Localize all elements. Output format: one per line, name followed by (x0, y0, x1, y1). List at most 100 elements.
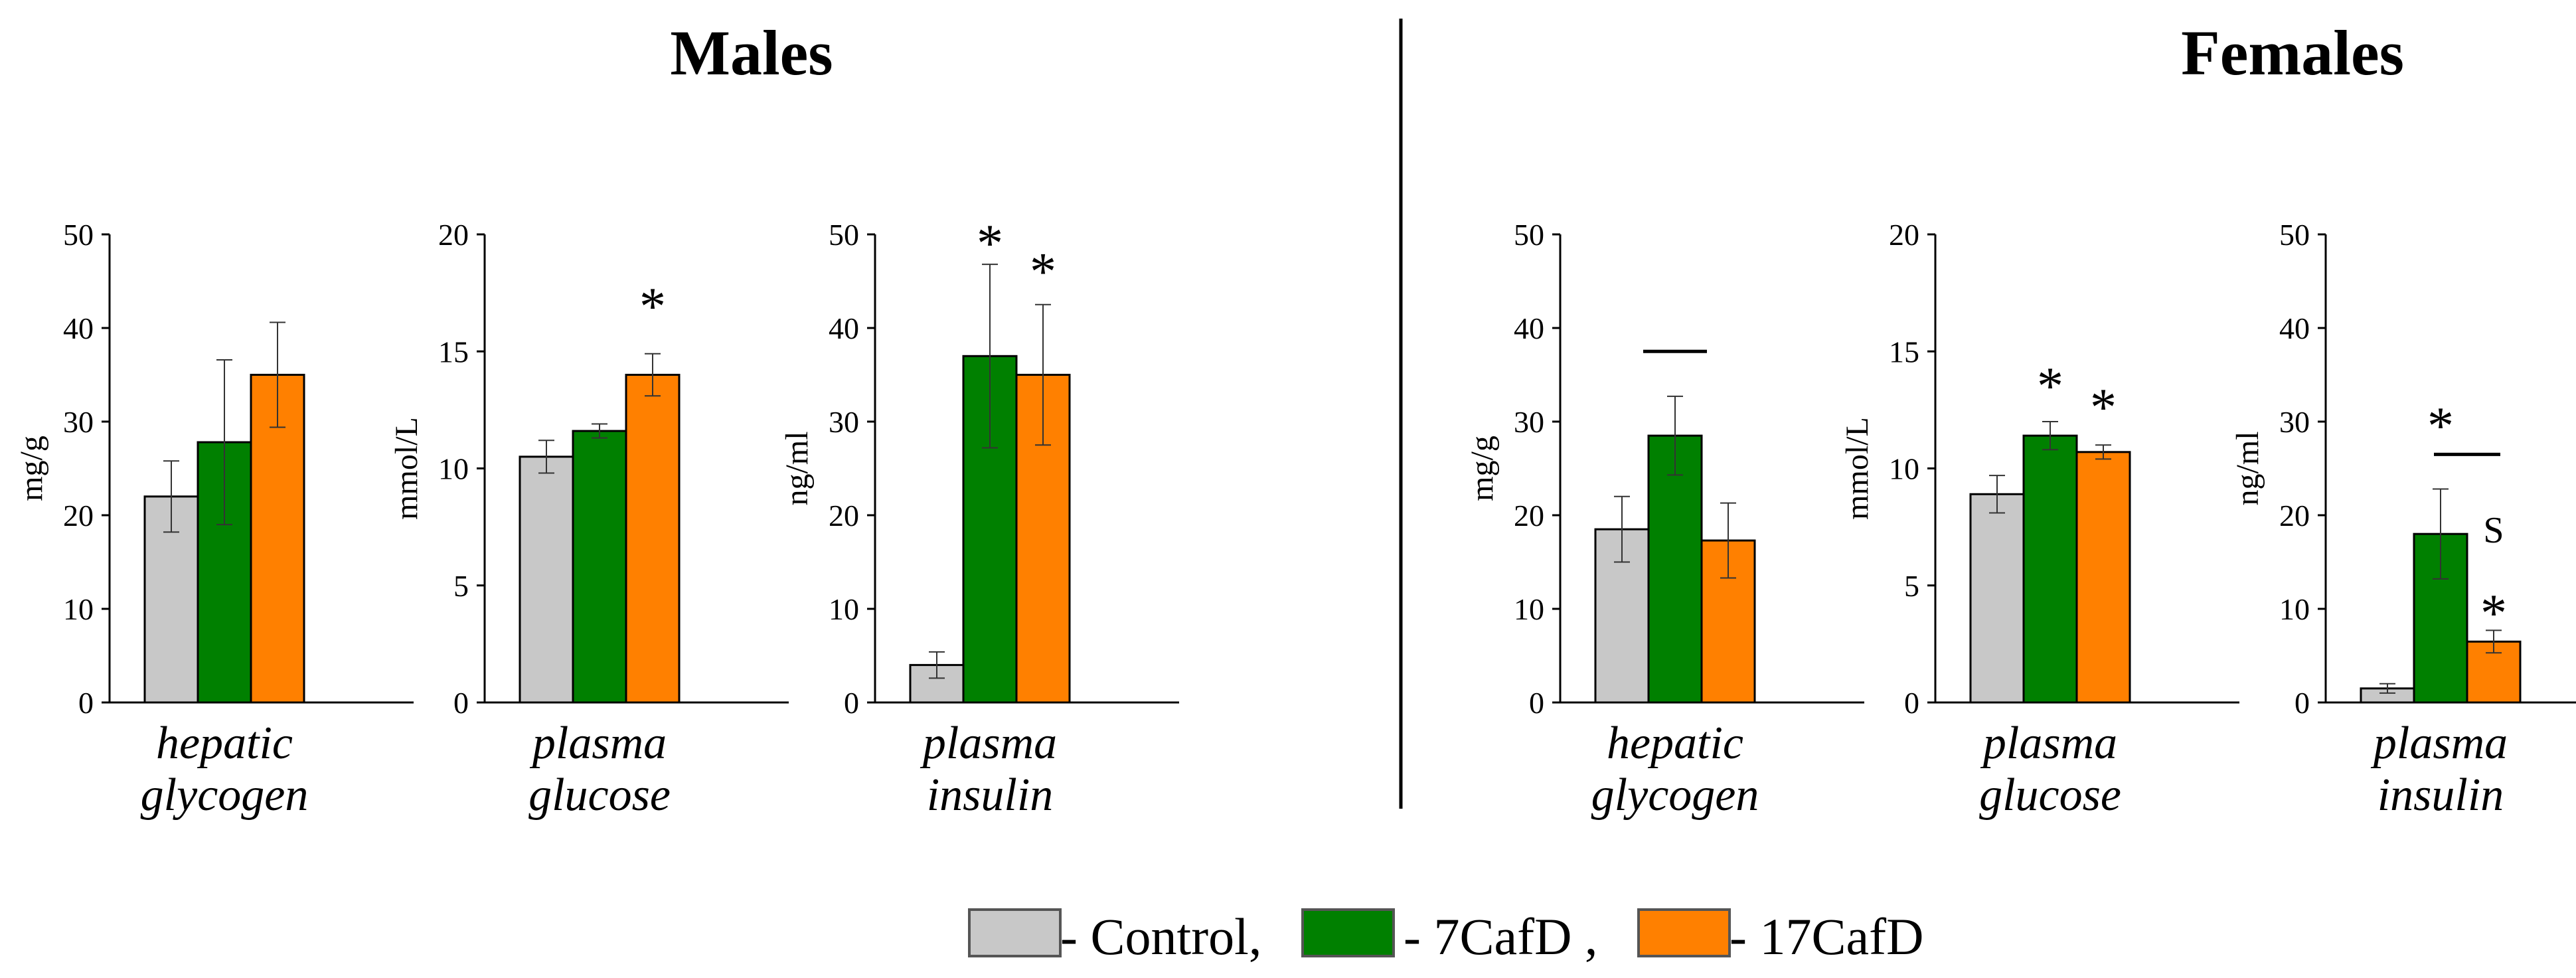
females-plasma-glucose-errorbar-17cafd (2095, 444, 2111, 460)
females-plasma-insulin-tick-label-50: 50 (2279, 218, 2310, 252)
males-plasma-insulin-errorbar-7cafd (982, 264, 998, 449)
males-hepatic-glycogen-tick-label-10: 10 (63, 592, 94, 626)
females-plasma-insulin-errorbar-7cafd (2433, 488, 2449, 580)
females-plasma-insulin-xlabel-line-1: plasma (2370, 718, 2508, 769)
males-plasma-glucose-bar-7cafd (572, 430, 627, 704)
males-plasma-glucose-ylabel: mmol/L (389, 417, 424, 520)
males-hepatic-glycogen-errorbar-7cafd (216, 359, 232, 526)
males-plasma-insulin-tick-label-30: 30 (829, 405, 859, 439)
females-plasma-glucose-xlabel-line-1: plasma (1980, 718, 2117, 769)
charts-area: 01020304050mg/ghepaticglycogen05101520mm… (14, 214, 2576, 821)
males-hepatic-glycogen-errorbar-17cafd (270, 321, 285, 428)
males-hepatic-glycogen-xlabel-line-1: hepatic (156, 718, 293, 769)
females-plasma-insulin-errorbar-17cafd (2486, 629, 2502, 654)
males-hepatic-glycogen-tick-label-0: 0 (78, 686, 94, 720)
males-plasma-glucose-tick-label-10: 10 (438, 452, 469, 486)
males-hepatic-glycogen-ylabel: mg/g (14, 436, 49, 501)
females-plasma-insulin-errorbar-control (2379, 683, 2395, 694)
females-plasma-glucose-sig-star-0: * (2037, 357, 2063, 416)
males-plasma-glucose-errorbar-control (538, 440, 554, 474)
females-hepatic-glycogen-xlabel-line-1: hepatic (1607, 718, 1743, 769)
females-plasma-insulin-tick-label-0: 0 (2294, 686, 2310, 720)
females-plasma-glucose-tick-label-15: 15 (1889, 335, 1919, 368)
males-plasma-insulin-ylabel: ng/ml (779, 431, 815, 505)
females-hepatic-glycogen-tick-label-20: 20 (1514, 499, 1544, 532)
males-plasma-glucose-tick-label-5: 5 (453, 569, 469, 603)
males-plasma-glucose-sig-star-0: * (639, 278, 666, 336)
females-hepatic-glycogen-errorbar-17cafd (1720, 502, 1736, 579)
females-plasma-insulin-tick-label-20: 20 (2279, 499, 2310, 532)
males-plasma-glucose-errorbar-17cafd (645, 353, 661, 397)
females-plasma-insulin-sig-star-0: * (2427, 397, 2454, 455)
females-hepatic-glycogen-errorbar-7cafd (1667, 395, 1683, 476)
males-hepatic-glycogen-tick-label-30: 30 (63, 405, 94, 439)
males-plasma-insulin-tick-label-40: 40 (829, 311, 859, 345)
males-plasma-insulin-tick-label-0: 0 (844, 686, 859, 720)
females-plasma-glucose-errorbar-control (1989, 475, 2005, 514)
males-plasma-insulin-errorbar-17cafd (1035, 303, 1051, 446)
males-hepatic-glycogen-tick-label-20: 20 (63, 499, 94, 532)
females-plasma-insulin-sig-s-2: S (2483, 510, 2504, 551)
females-hepatic-glycogen-ylabel: mg/g (1465, 436, 1500, 501)
males-hepatic-glycogen-tick-label-50: 50 (63, 218, 94, 252)
males-plasma-insulin-tick-label-50: 50 (829, 218, 859, 252)
females-plasma-glucose-tick-label-5: 5 (1904, 569, 1919, 603)
females-hepatic-glycogen-tick-label-40: 40 (1514, 311, 1544, 345)
females-hepatic-glycogen-tick-label-30: 30 (1514, 405, 1544, 439)
males-plasma-insulin-tick-label-10: 10 (829, 592, 859, 626)
females-plasma-insulin-tick-label-30: 30 (2279, 405, 2310, 439)
females-plasma-glucose-ylabel: mmol/L (1840, 417, 1875, 520)
males-plasma-insulin-tick-label-20: 20 (829, 499, 859, 532)
females-plasma-glucose-xlabel-line-2: glucose (1979, 770, 2121, 821)
males-plasma-insulin-xlabel-line-1: plasma (920, 718, 1057, 769)
males-plasma-insulin-xlabel-line-2: insulin (927, 770, 1054, 821)
legend: - Control, - 7CafD , - 17CafD (968, 908, 1923, 965)
males-plasma-glucose-bar-control (519, 455, 574, 704)
females-hepatic-glycogen-bar-7cafd (1647, 434, 1703, 704)
males-plasma-glucose-bar-17cafd (625, 374, 681, 704)
females-plasma-glucose-sig-star-1: * (2090, 378, 2117, 437)
females-plasma-glucose-tick-label-0: 0 (1904, 686, 1919, 720)
males-plasma-glucose-tick-label-20: 20 (438, 218, 469, 252)
legend-swatch-control (968, 908, 1062, 957)
females-plasma-glucose-bar-7cafd (2022, 434, 2078, 704)
males-hepatic-glycogen-xlabel-line-2: glycogen (141, 770, 309, 821)
males-plasma-glucose-errorbar-7cafd (592, 423, 607, 439)
legend-label-17cafd: - 17CafD (1730, 908, 1923, 965)
males-plasma-glucose-xlabel-line-1: plasma (529, 718, 667, 769)
males-plasma-insulin-sig-star-1: * (1030, 242, 1056, 301)
females-hepatic-glycogen-tick-label-0: 0 (1529, 686, 1544, 720)
males-plasma-insulin-errorbar-control (929, 651, 945, 679)
females-hepatic-glycogen-errorbar-control (1614, 495, 1630, 563)
females-plasma-glucose-errorbar-7cafd (2042, 421, 2058, 451)
females-hepatic-glycogen-xlabel-line-2: glycogen (1591, 770, 1759, 821)
females-plasma-insulin-tick-label-10: 10 (2279, 592, 2310, 626)
males-plasma-glucose-tick-label-0: 0 (453, 686, 469, 720)
legend-swatch-17cafd (1637, 908, 1731, 957)
males-hepatic-glycogen-bar-17cafd (250, 374, 305, 704)
females-plasma-glucose-bar-17cafd (2075, 451, 2131, 704)
males-plasma-glucose-tick-label-15: 15 (438, 335, 469, 368)
females-plasma-glucose-tick-label-10: 10 (1889, 452, 1919, 486)
legend-label-7cafd: - 7CafD , (1404, 908, 1597, 965)
females-plasma-insulin-ylabel: ng/ml (2230, 431, 2265, 505)
males-hepatic-glycogen-errorbar-control (163, 460, 179, 533)
females-plasma-insulin-tick-label-40: 40 (2279, 311, 2310, 345)
females-plasma-insulin-xlabel-line-2: insulin (2377, 770, 2504, 821)
legend-swatch-7cafd (1301, 908, 1395, 957)
females-plasma-glucose-tick-label-20: 20 (1889, 218, 1919, 252)
males-plasma-glucose-xlabel-line-2: glucose (528, 770, 671, 821)
males-hepatic-glycogen-tick-label-40: 40 (63, 311, 94, 345)
females-hepatic-glycogen-tick-label-50: 50 (1514, 218, 1544, 252)
females-plasma-insulin-sig-star-3: * (2480, 584, 2507, 643)
females-hepatic-glycogen-tick-label-10: 10 (1514, 592, 1544, 626)
males-heading: Males (670, 17, 833, 88)
females-heading: Females (2181, 17, 2404, 88)
